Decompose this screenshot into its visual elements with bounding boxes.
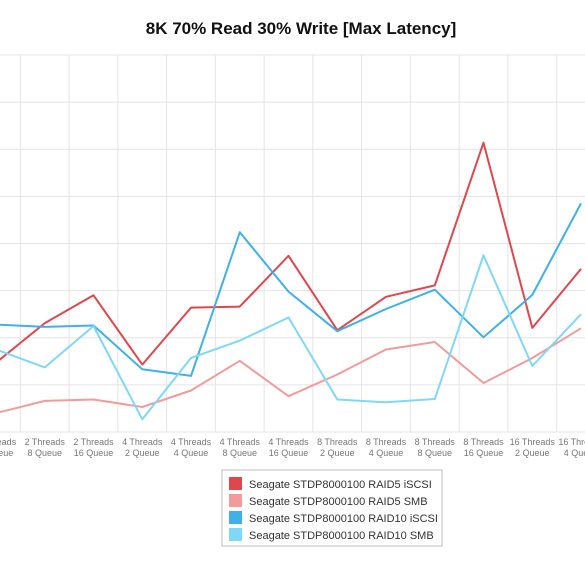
legend-label: Seagate STDP8000100 RAID10 SMB xyxy=(249,530,434,542)
x-tick-label: 4 Threads 16 Queue xyxy=(268,437,309,458)
x-tick-label: 8 Threads 4 Queue xyxy=(366,437,407,458)
x-tick-label: 8 Threads 8 Queue xyxy=(415,437,456,458)
legend-box xyxy=(221,469,443,547)
x-tick-label: 16 Threads 2 Queue xyxy=(510,437,556,458)
legend: Seagate STDP8000100 RAID5 iSCSI Seagate S… xyxy=(221,469,443,547)
x-tick-label: 2 Threads 8 Queue xyxy=(25,437,66,458)
legend-swatch xyxy=(229,477,242,490)
grid xyxy=(0,54,585,433)
x-tick-label: 4 Threads 2 Queue xyxy=(122,437,163,458)
series-line-1 xyxy=(0,141,582,366)
series-line-4 xyxy=(0,254,582,421)
legend-swatch xyxy=(229,528,242,541)
chart-title: 8K 70% Read 30% Write [Max Latency] xyxy=(146,19,457,38)
x-tick-label: 4 Threads 4 Queue xyxy=(171,437,212,458)
legend-label: Seagate STDP8000100 RAID5 iSCSI xyxy=(249,479,432,491)
series-line-3 xyxy=(0,202,582,377)
x-tick-label: 8 Threads 2 Queue xyxy=(317,437,358,458)
legend-swatch xyxy=(229,511,242,524)
x-tick-label: 2 Threads 16 Queue xyxy=(73,437,114,458)
x-tick-label: 8 Threads 16 Queue xyxy=(463,437,504,458)
series-lines xyxy=(0,141,582,421)
legend-label: Seagate STDP8000100 RAID5 SMB xyxy=(249,496,428,508)
legend-swatch xyxy=(229,494,242,507)
legend-label: Seagate STDP8000100 RAID10 iSCSI xyxy=(249,513,438,525)
x-tick-label: 4 Threads 8 Queue xyxy=(220,437,261,458)
series-line-2 xyxy=(0,327,582,414)
